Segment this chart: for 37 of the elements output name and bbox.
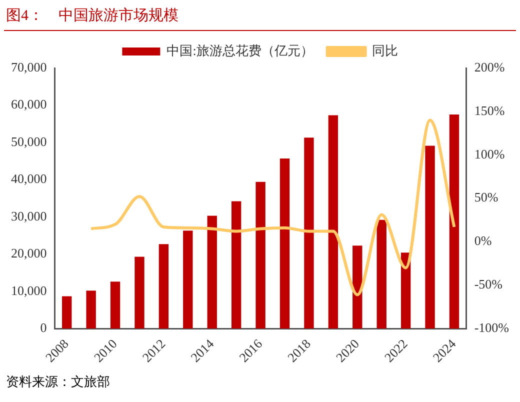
bar	[328, 115, 338, 329]
y-tick-label: 70,000	[11, 59, 47, 74]
text: 资料来源：文旅部	[5, 373, 111, 391]
bar	[304, 138, 314, 329]
y-tick-label: 10,000	[11, 282, 47, 298]
bar	[280, 158, 290, 329]
y2-tick-label: 50%	[474, 190, 498, 205]
chart-title: 图4： 中国旅游市场规模	[5, 6, 180, 26]
bar	[425, 146, 435, 329]
bar	[449, 114, 460, 329]
bar	[207, 216, 217, 329]
y2-tick-label: 200%	[474, 59, 505, 74]
y-tick-label: 60,000	[11, 96, 47, 112]
bar	[86, 290, 96, 329]
bar	[256, 182, 266, 329]
bar	[158, 244, 169, 329]
legend-label: 同比	[372, 42, 398, 58]
bar	[231, 201, 242, 329]
bar	[352, 246, 362, 329]
bar	[183, 230, 193, 329]
y-tick-label: 50,000	[11, 134, 47, 149]
y-tick-label: 20,000	[11, 246, 47, 261]
y2-tick-label: 0%	[474, 233, 492, 248]
y2-tick-label: -50%	[474, 276, 503, 292]
bar	[400, 252, 411, 329]
y-tick-label: 40,000	[11, 171, 47, 186]
bar	[110, 282, 120, 329]
bar	[376, 220, 386, 329]
y-tick-label: 30,000	[11, 208, 47, 224]
legend-label: 中国:旅游总花费（亿元）	[166, 42, 314, 58]
y2-tick-label: 150%	[474, 102, 505, 118]
line-series	[90, 118, 456, 296]
bar	[134, 256, 144, 329]
bar	[62, 296, 72, 329]
y2-tick-label: 100%	[474, 146, 505, 162]
y2-tick-label: -100%	[474, 320, 510, 336]
y-tick-label: 0	[40, 320, 47, 336]
